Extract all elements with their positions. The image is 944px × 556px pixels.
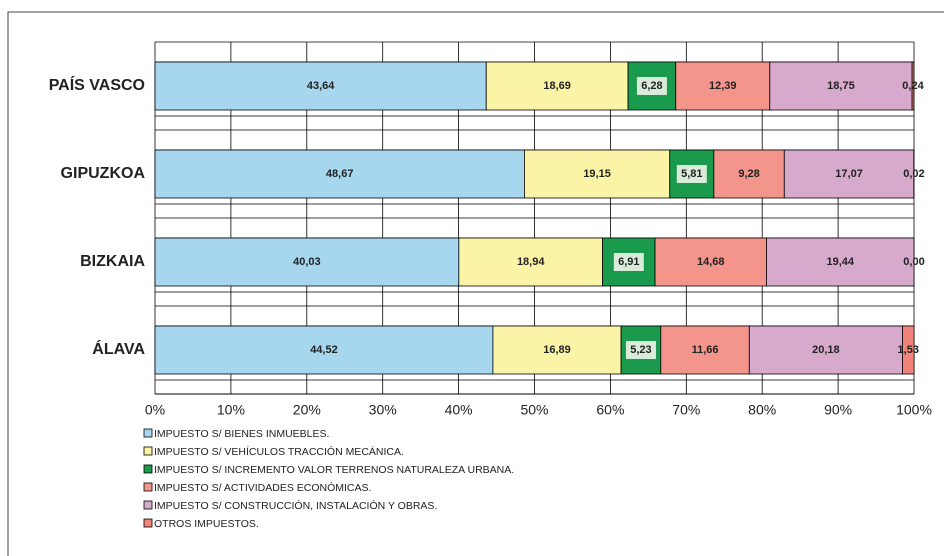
legend-swatch [143, 482, 153, 492]
value-label: 12,39 [709, 80, 737, 92]
value-label: 44,52 [310, 344, 338, 356]
legend-swatch [143, 446, 153, 456]
label-box [613, 253, 644, 271]
value-label: 0,00 [903, 256, 924, 268]
value-label: 19,44 [826, 256, 854, 268]
legend-label: IMPUESTO S/ BIENES INMUEBLES. [154, 428, 329, 440]
bar-segment [713, 149, 785, 199]
x-tick-label: 10% [217, 402, 245, 418]
bar-segment [524, 149, 671, 199]
value-label: 6,28 [641, 80, 662, 92]
x-tick-label: 90% [824, 402, 852, 418]
bar-segment [902, 325, 915, 375]
bar-segment [783, 149, 915, 199]
x-tick-label: 30% [369, 402, 397, 418]
x-tick-label: 20% [293, 402, 321, 418]
bar-segment [154, 149, 525, 199]
category-label: BIZKAIA [80, 253, 145, 270]
x-tick-label: 80% [748, 402, 776, 418]
legend-swatch [143, 500, 153, 510]
value-label: 5,81 [681, 168, 702, 180]
value-label: 17,07 [835, 168, 863, 180]
label-box [636, 77, 667, 95]
bar-segment [154, 237, 460, 287]
value-label: 6,91 [618, 256, 639, 268]
bar-segment [492, 325, 622, 375]
x-tick-label: 50% [520, 402, 548, 418]
frame [7, 11, 944, 556]
bar-segment [769, 61, 913, 111]
value-label: 20,18 [812, 344, 840, 356]
legend-label: OTROS IMPUESTOS. [154, 518, 259, 530]
legend-label: IMPUESTO S/ VEHÍCULOS TRACCIÓN MECÁNICA. [154, 445, 404, 458]
value-label: 19,15 [583, 168, 611, 180]
value-label: 18,94 [517, 256, 545, 268]
value-label: 0,02 [903, 168, 924, 180]
bar-segment [154, 61, 487, 111]
value-label: 11,66 [692, 344, 719, 356]
bar-segment [911, 61, 915, 111]
label-box [625, 341, 656, 359]
x-tick-label: 0% [145, 402, 165, 418]
bar-segment [748, 325, 903, 375]
category-label: PAÍS VASCO [49, 75, 145, 94]
value-label: 48,67 [326, 168, 354, 180]
value-label: 18,75 [827, 80, 855, 92]
category-label: ÁLAVA [92, 339, 145, 358]
legend-swatch [143, 518, 153, 528]
bar-segment [458, 237, 603, 287]
x-tick-label: 100% [896, 402, 932, 418]
value-label: 9,28 [738, 168, 759, 180]
bar-segment [654, 237, 767, 287]
x-tick-label: 60% [596, 402, 624, 418]
value-label: 1,53 [898, 344, 919, 356]
value-label: 14,68 [697, 256, 725, 268]
legend-swatch [143, 428, 153, 438]
x-tick-label: 40% [445, 402, 473, 418]
value-label: 40,03 [293, 256, 321, 268]
value-label: 43,64 [307, 80, 335, 92]
bar-segment [154, 325, 494, 375]
bar-segment [675, 61, 771, 111]
legend-label: IMPUESTO S/ INCREMENTO VALOR TERRENOS NA… [154, 464, 514, 476]
value-label: 0,24 [902, 80, 924, 92]
legend-swatch [143, 464, 153, 474]
x-tick-label: 70% [672, 402, 700, 418]
bar-segment [660, 325, 750, 375]
value-label: 5,23 [630, 344, 651, 356]
value-label: 18,69 [543, 80, 571, 92]
legend-label: IMPUESTO S/ ACTIVIDADES ECONÓMICAS. [154, 481, 371, 494]
label-box [676, 165, 707, 183]
legend-label: IMPUESTO S/ CONSTRUCCIÓN, INSTALACIÓN Y … [154, 499, 437, 512]
value-label: 16,89 [543, 344, 571, 356]
bar-segment [766, 237, 915, 287]
bar-segment [485, 61, 629, 111]
category-label: GIPUZKOA [61, 165, 146, 182]
